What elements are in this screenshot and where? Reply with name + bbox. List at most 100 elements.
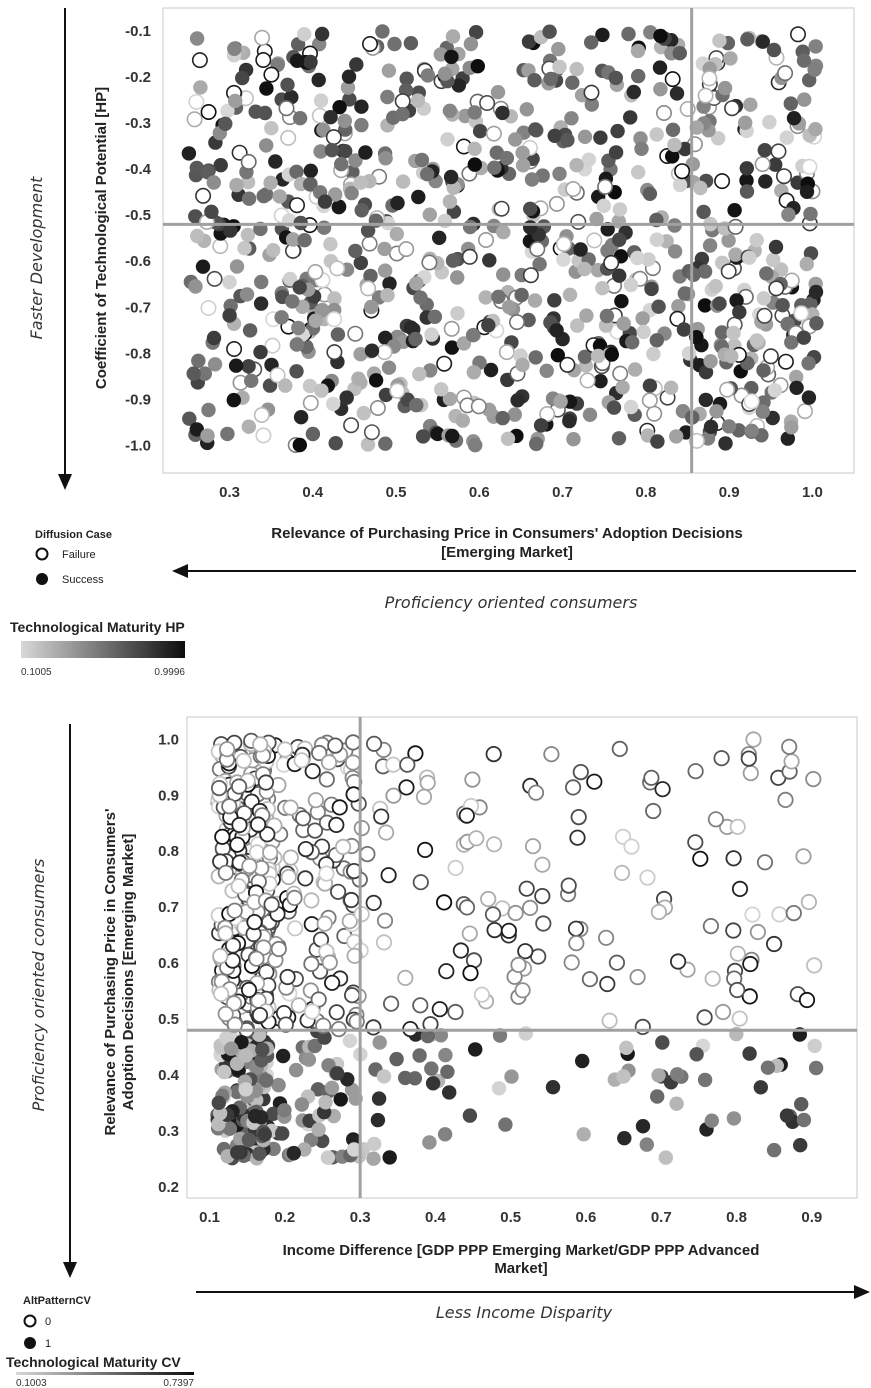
- altpattern-1-point: [440, 1064, 455, 1080]
- altpattern-0-point: [213, 985, 230, 1003]
- failure-point: [329, 260, 346, 277]
- success-point: [353, 175, 368, 190]
- success-point: [226, 392, 241, 408]
- altpattern-1-point: [211, 1095, 226, 1111]
- failure-point: [254, 29, 271, 46]
- success-point: [364, 343, 380, 358]
- altpattern-1-point: [307, 1038, 322, 1054]
- failure-point: [539, 405, 556, 422]
- success-point: [248, 104, 263, 119]
- success-point: [742, 250, 757, 265]
- failure-point: [369, 399, 386, 416]
- success-point: [229, 259, 245, 274]
- altpattern-0-point: [781, 738, 798, 755]
- success-point: [241, 419, 256, 434]
- altpattern-0-point: [613, 864, 631, 882]
- success-point: [330, 327, 346, 342]
- success-point: [483, 362, 499, 378]
- success-point: [445, 29, 461, 44]
- success-point: [783, 96, 798, 111]
- success-point: [222, 308, 237, 323]
- failure-point: [655, 105, 672, 122]
- failure-point: [570, 213, 587, 230]
- success-point: [579, 308, 594, 323]
- altpattern-0-point: [517, 943, 534, 960]
- altpattern-0-point: [211, 779, 228, 797]
- success-point: [649, 232, 664, 247]
- altpattern-1-point: [425, 1076, 441, 1091]
- failure-point: [288, 197, 305, 214]
- altpattern-0-point: [765, 935, 783, 953]
- altpattern-0-point: [669, 953, 687, 970]
- success-point: [560, 132, 575, 148]
- success-point: [532, 257, 547, 272]
- success-point: [254, 274, 269, 290]
- success-point: [470, 58, 485, 74]
- failure-point: [565, 181, 582, 198]
- x-tick-label: 0.6: [576, 1209, 597, 1226]
- success-point: [606, 400, 622, 415]
- failure-point: [529, 241, 546, 258]
- altpattern-0-point: [725, 850, 742, 867]
- chart-1-legend-success-marker: [36, 573, 48, 585]
- success-point: [724, 349, 739, 364]
- success-point: [521, 34, 537, 49]
- altpattern-1-point: [498, 1117, 513, 1132]
- success-point: [408, 331, 423, 347]
- success-point: [190, 228, 205, 244]
- altpattern-0-point: [231, 778, 248, 795]
- success-point: [766, 42, 782, 58]
- success-point: [807, 62, 822, 77]
- altpattern-0-point: [270, 940, 287, 958]
- success-point: [521, 312, 536, 328]
- failure-point: [326, 311, 343, 328]
- success-point: [577, 129, 593, 144]
- failure-point: [398, 241, 415, 258]
- altpattern-0-point: [385, 787, 402, 804]
- altpattern-1-point: [576, 1127, 591, 1142]
- success-point: [445, 428, 460, 444]
- success-point: [285, 294, 300, 309]
- failure-point: [264, 337, 281, 354]
- failure-point: [701, 70, 718, 87]
- altpattern-0-point: [572, 763, 589, 781]
- success-point: [338, 144, 353, 159]
- altpattern-1-point: [318, 1095, 333, 1110]
- altpattern-0-point: [329, 883, 347, 900]
- x-tick-label: 0.4: [302, 484, 324, 501]
- success-point: [491, 289, 506, 304]
- success-point: [729, 293, 744, 308]
- altpattern-1-point: [222, 1121, 238, 1136]
- altpattern-1-point: [372, 1035, 387, 1050]
- altpattern-0-point: [382, 995, 400, 1012]
- success-point: [501, 299, 517, 315]
- success-point: [801, 390, 817, 405]
- success-point: [514, 287, 529, 303]
- success-point: [323, 110, 338, 125]
- success-point: [313, 144, 328, 159]
- success-point: [614, 294, 629, 309]
- success-point: [467, 105, 482, 120]
- altpattern-0-point: [524, 838, 542, 855]
- chart-1: 0.3 0.4 0.5 0.6 0.7 0.8 0.9 1.0 -0.1-0.2-0.3-0.…: [10, 7, 856, 678]
- success-point: [360, 223, 376, 238]
- success-point: [360, 437, 376, 452]
- success-point: [566, 432, 581, 447]
- altpattern-1-point: [275, 1048, 291, 1064]
- x-tick-label: 0.2: [274, 1209, 295, 1226]
- success-point: [595, 27, 610, 43]
- altpattern-1-point: [224, 1041, 239, 1056]
- success-point: [241, 191, 257, 206]
- y-tick-label: -0.8: [125, 345, 151, 362]
- altpattern-1-point: [301, 1052, 317, 1067]
- success-point: [759, 266, 774, 281]
- success-point: [527, 73, 542, 88]
- failure-point: [188, 93, 205, 110]
- success-point: [649, 127, 664, 142]
- success-point: [410, 93, 426, 108]
- success-point: [468, 438, 483, 453]
- success-point: [427, 309, 443, 324]
- success-point: [220, 103, 235, 119]
- success-point: [627, 362, 643, 377]
- altpattern-1-point: [275, 1126, 290, 1141]
